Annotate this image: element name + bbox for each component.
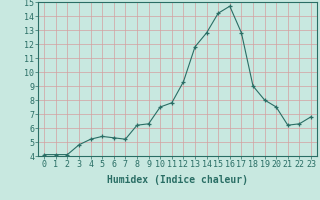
X-axis label: Humidex (Indice chaleur): Humidex (Indice chaleur) [107, 175, 248, 185]
